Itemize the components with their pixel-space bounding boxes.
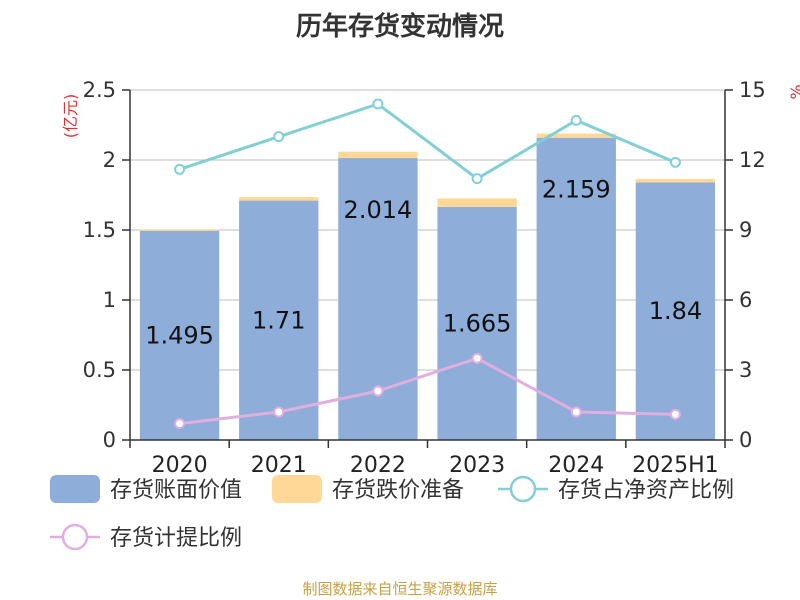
provision-ratio-point [273, 406, 285, 418]
bar-impairment-reserve [536, 133, 616, 138]
bar-value-label: 1.84 [649, 297, 702, 325]
bar-inventory-value [635, 182, 716, 440]
x-tick-label: 2022 [350, 453, 406, 478]
right-tick-label: 9 [739, 218, 752, 242]
legend-swatch [272, 475, 322, 503]
provision-ratio-point [372, 385, 384, 397]
provision-ratio-point [570, 406, 582, 418]
grid-lines [130, 89, 725, 371]
bar-inventory-value [239, 200, 319, 440]
legend-label: 存货跌价准备 [332, 478, 464, 503]
x-tick-label: 2023 [449, 453, 505, 478]
legend-label: 存货计提比例 [110, 526, 242, 551]
legend-swatch [50, 475, 100, 503]
ratio-net-assets-point [570, 114, 582, 126]
bar-value-label: 1.495 [145, 321, 214, 349]
left-tick-label: 1.5 [83, 218, 116, 242]
ratio-net-assets-point [174, 163, 186, 175]
legend-label: 存货占净资产比例 [558, 478, 734, 503]
left-tick-label: 0.5 [83, 358, 116, 382]
bar-inventory-value [139, 230, 220, 440]
provision-ratio-point [174, 418, 186, 430]
ratio-net-assets-point [471, 173, 483, 185]
provision-ratio-point [471, 352, 483, 364]
bar-value-label: 1.71 [252, 306, 305, 334]
bar-series [139, 133, 716, 441]
x-tick-label: 2020 [152, 453, 208, 478]
line-series [174, 98, 681, 430]
bar-value-label: 2.014 [344, 196, 413, 224]
bar-impairment-reserve [437, 198, 517, 207]
bar-impairment-reserve [239, 197, 319, 201]
ratio-net-assets-point [669, 156, 681, 168]
legend-swatch-marker [509, 475, 537, 503]
right-tick-label: 15 [739, 78, 766, 102]
left-tick-label: 0 [103, 428, 116, 452]
chart-title: 历年存货变动情况 [295, 12, 504, 42]
ratio-net-assets-point [372, 98, 384, 110]
right-tick-label: 6 [739, 288, 752, 312]
bar-value-label: 1.665 [443, 309, 512, 337]
data-labels: 1.495 1.71 2.014 1.665 2.159 1.84 [145, 176, 702, 350]
bar-inventory-value [437, 206, 517, 440]
bar-impairment-reserve [635, 178, 716, 183]
bar-value-label: 2.159 [542, 176, 611, 204]
x-tick-label: 2024 [548, 453, 604, 478]
bar-inventory-value [536, 137, 616, 441]
x-tick-label: 2025H1 [632, 453, 719, 478]
source-note: 制图数据来自恒生聚源数据库 [302, 580, 498, 598]
left-axis-unit: (亿元) [61, 94, 80, 139]
axes: 0 0.5 1 1.5 2 2.5 0 3 6 9 12 15 2020 2021 2022 2023 2024… [61, 78, 800, 478]
ratio-net-assets-point [273, 131, 285, 143]
provision-ratio-line [179, 356, 676, 426]
right-tick-label: 3 [739, 358, 752, 382]
legend-label: 存货账面价值 [110, 478, 242, 503]
right-tick-label: 0 [739, 428, 752, 452]
bar-impairment-reserve [338, 151, 418, 159]
left-tick-label: 2.5 [83, 78, 116, 102]
right-axis-unit: % [787, 84, 800, 99]
ratio-net-assets-line [179, 102, 677, 181]
x-tick-label: 2021 [251, 453, 307, 478]
left-tick-label: 2 [103, 148, 116, 172]
bar-impairment-reserve [139, 229, 220, 231]
legend-swatch-marker [61, 523, 89, 551]
right-tick-label: 12 [739, 148, 766, 172]
left-tick-label: 1 [103, 288, 116, 312]
provision-ratio-point [669, 408, 681, 420]
